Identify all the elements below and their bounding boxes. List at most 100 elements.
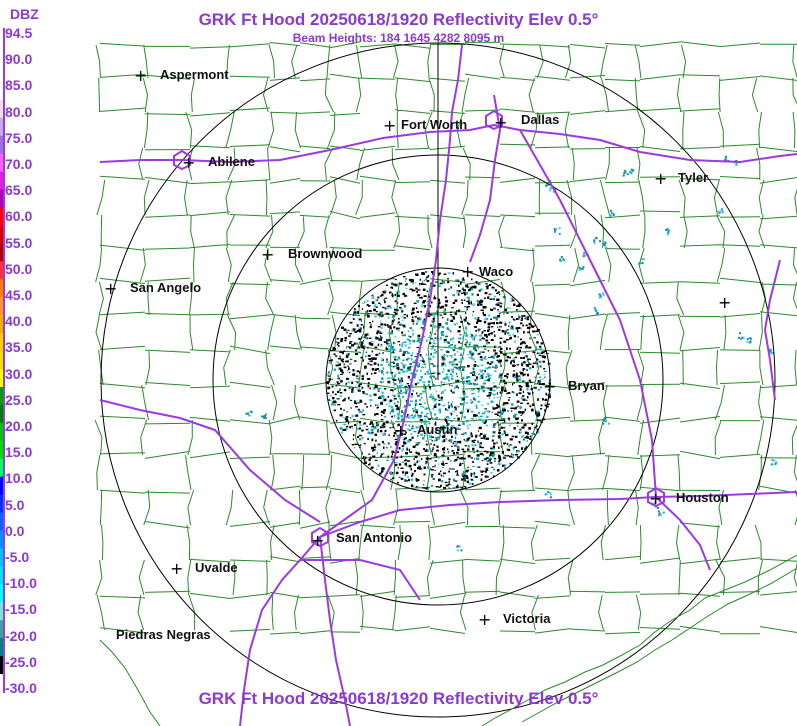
echo-pixel — [457, 379, 460, 382]
echo-pixel — [379, 315, 382, 318]
echo-pixel — [389, 412, 391, 415]
echo-pixel — [410, 372, 413, 374]
echo-pixel — [361, 378, 364, 380]
echo-pixel — [517, 326, 521, 329]
echo-pixel — [374, 444, 376, 446]
echo-pixel — [358, 329, 360, 332]
echo-pixel — [451, 405, 453, 408]
echo-pixel — [471, 392, 475, 395]
echo-pixel — [469, 399, 473, 401]
echo-pixel — [543, 356, 546, 359]
echo-pixel — [434, 398, 437, 401]
echo-pixel — [420, 468, 423, 470]
echo-pixel — [489, 457, 492, 461]
echo-pixel — [408, 416, 411, 419]
echo-pixel — [464, 339, 467, 341]
echo-pixel — [367, 384, 370, 388]
echo-pixel — [447, 278, 449, 280]
echo-pixel — [516, 400, 520, 403]
echo-pixel — [488, 377, 491, 379]
echo-pixel — [458, 369, 462, 371]
echo-pixel — [452, 317, 456, 320]
echo-pixel — [455, 372, 457, 375]
echo-pixel — [465, 432, 467, 435]
echo-pixel — [499, 321, 503, 324]
echo-pixel — [469, 287, 472, 290]
echo-pixel — [402, 319, 404, 321]
echo-pixel — [396, 401, 399, 403]
echo-pixel — [482, 311, 484, 315]
echo-pixel — [536, 334, 539, 336]
echo-pixel — [424, 434, 426, 437]
echo-pixel — [354, 424, 356, 426]
echo-pixel — [509, 347, 511, 350]
echo-pixel — [454, 386, 456, 390]
echo-pixel — [443, 313, 447, 315]
echo-pixel — [428, 448, 431, 450]
echo-pixel — [504, 431, 506, 434]
echo-pixel — [461, 477, 463, 480]
echo-pixel — [487, 329, 490, 332]
echo-pixel — [484, 458, 487, 460]
echo-pixel — [536, 419, 540, 421]
echo-pixel — [435, 439, 438, 441]
echo-pixel — [545, 352, 549, 354]
echo-pixel — [460, 282, 462, 285]
echo-pixel — [367, 362, 370, 365]
echo-pixel — [433, 313, 436, 315]
echo-pixel — [496, 387, 499, 390]
echo-pixel — [434, 295, 436, 298]
echo-pixel — [460, 321, 463, 323]
echo-pixel — [491, 466, 494, 468]
echo-pixel — [463, 477, 466, 480]
echo-pixel — [398, 318, 400, 320]
echo-pixel — [423, 305, 427, 308]
echo-pixel — [495, 366, 498, 368]
echo-pixel — [525, 446, 527, 448]
echo-pixel — [371, 295, 375, 299]
echo-pixel — [443, 361, 445, 364]
echo-pixel — [475, 379, 478, 381]
echo-pixel — [480, 364, 484, 366]
echo-pixel — [457, 448, 460, 451]
echo-pixel — [391, 408, 394, 411]
echo-pixel — [516, 364, 520, 366]
echo-pixel — [512, 357, 516, 360]
echo-pixel — [409, 327, 413, 330]
echo-pixel — [367, 313, 370, 315]
echo-pixel — [388, 363, 390, 366]
echo-pixel — [421, 304, 424, 307]
echo-pixel — [450, 344, 453, 346]
echo-pixel — [383, 425, 386, 428]
echo-pixel — [374, 459, 378, 461]
echo-pixel — [472, 311, 475, 313]
echo-pixel — [465, 382, 469, 385]
echo-pixel — [481, 337, 484, 340]
echo-pixel — [404, 462, 407, 466]
echo-pixel — [455, 433, 458, 436]
echo-pixel — [390, 478, 392, 481]
echo-pixel — [484, 421, 486, 424]
echo-pixel — [430, 430, 433, 433]
echo-pixel — [479, 359, 482, 361]
echo-pixel — [445, 335, 448, 338]
echo-pixel — [387, 305, 391, 307]
echo-pixel — [370, 467, 374, 469]
echo-pixel — [512, 373, 516, 377]
echo-pixel — [334, 401, 337, 403]
echo-pixel — [448, 328, 450, 331]
echo-pixel — [522, 450, 525, 452]
echo-pixel — [490, 309, 494, 311]
echo-pixel — [363, 344, 366, 347]
echo-pixel — [395, 430, 399, 432]
echo-pixel — [406, 338, 410, 341]
echo-pixel — [523, 361, 526, 364]
echo-pixel — [377, 429, 379, 431]
echo-pixel — [504, 467, 506, 470]
echo-pixel — [405, 287, 408, 289]
echo-pixel — [528, 323, 532, 326]
echo-pixel — [456, 485, 459, 489]
echo-pixel — [424, 449, 428, 452]
echo-pixel — [474, 317, 477, 320]
